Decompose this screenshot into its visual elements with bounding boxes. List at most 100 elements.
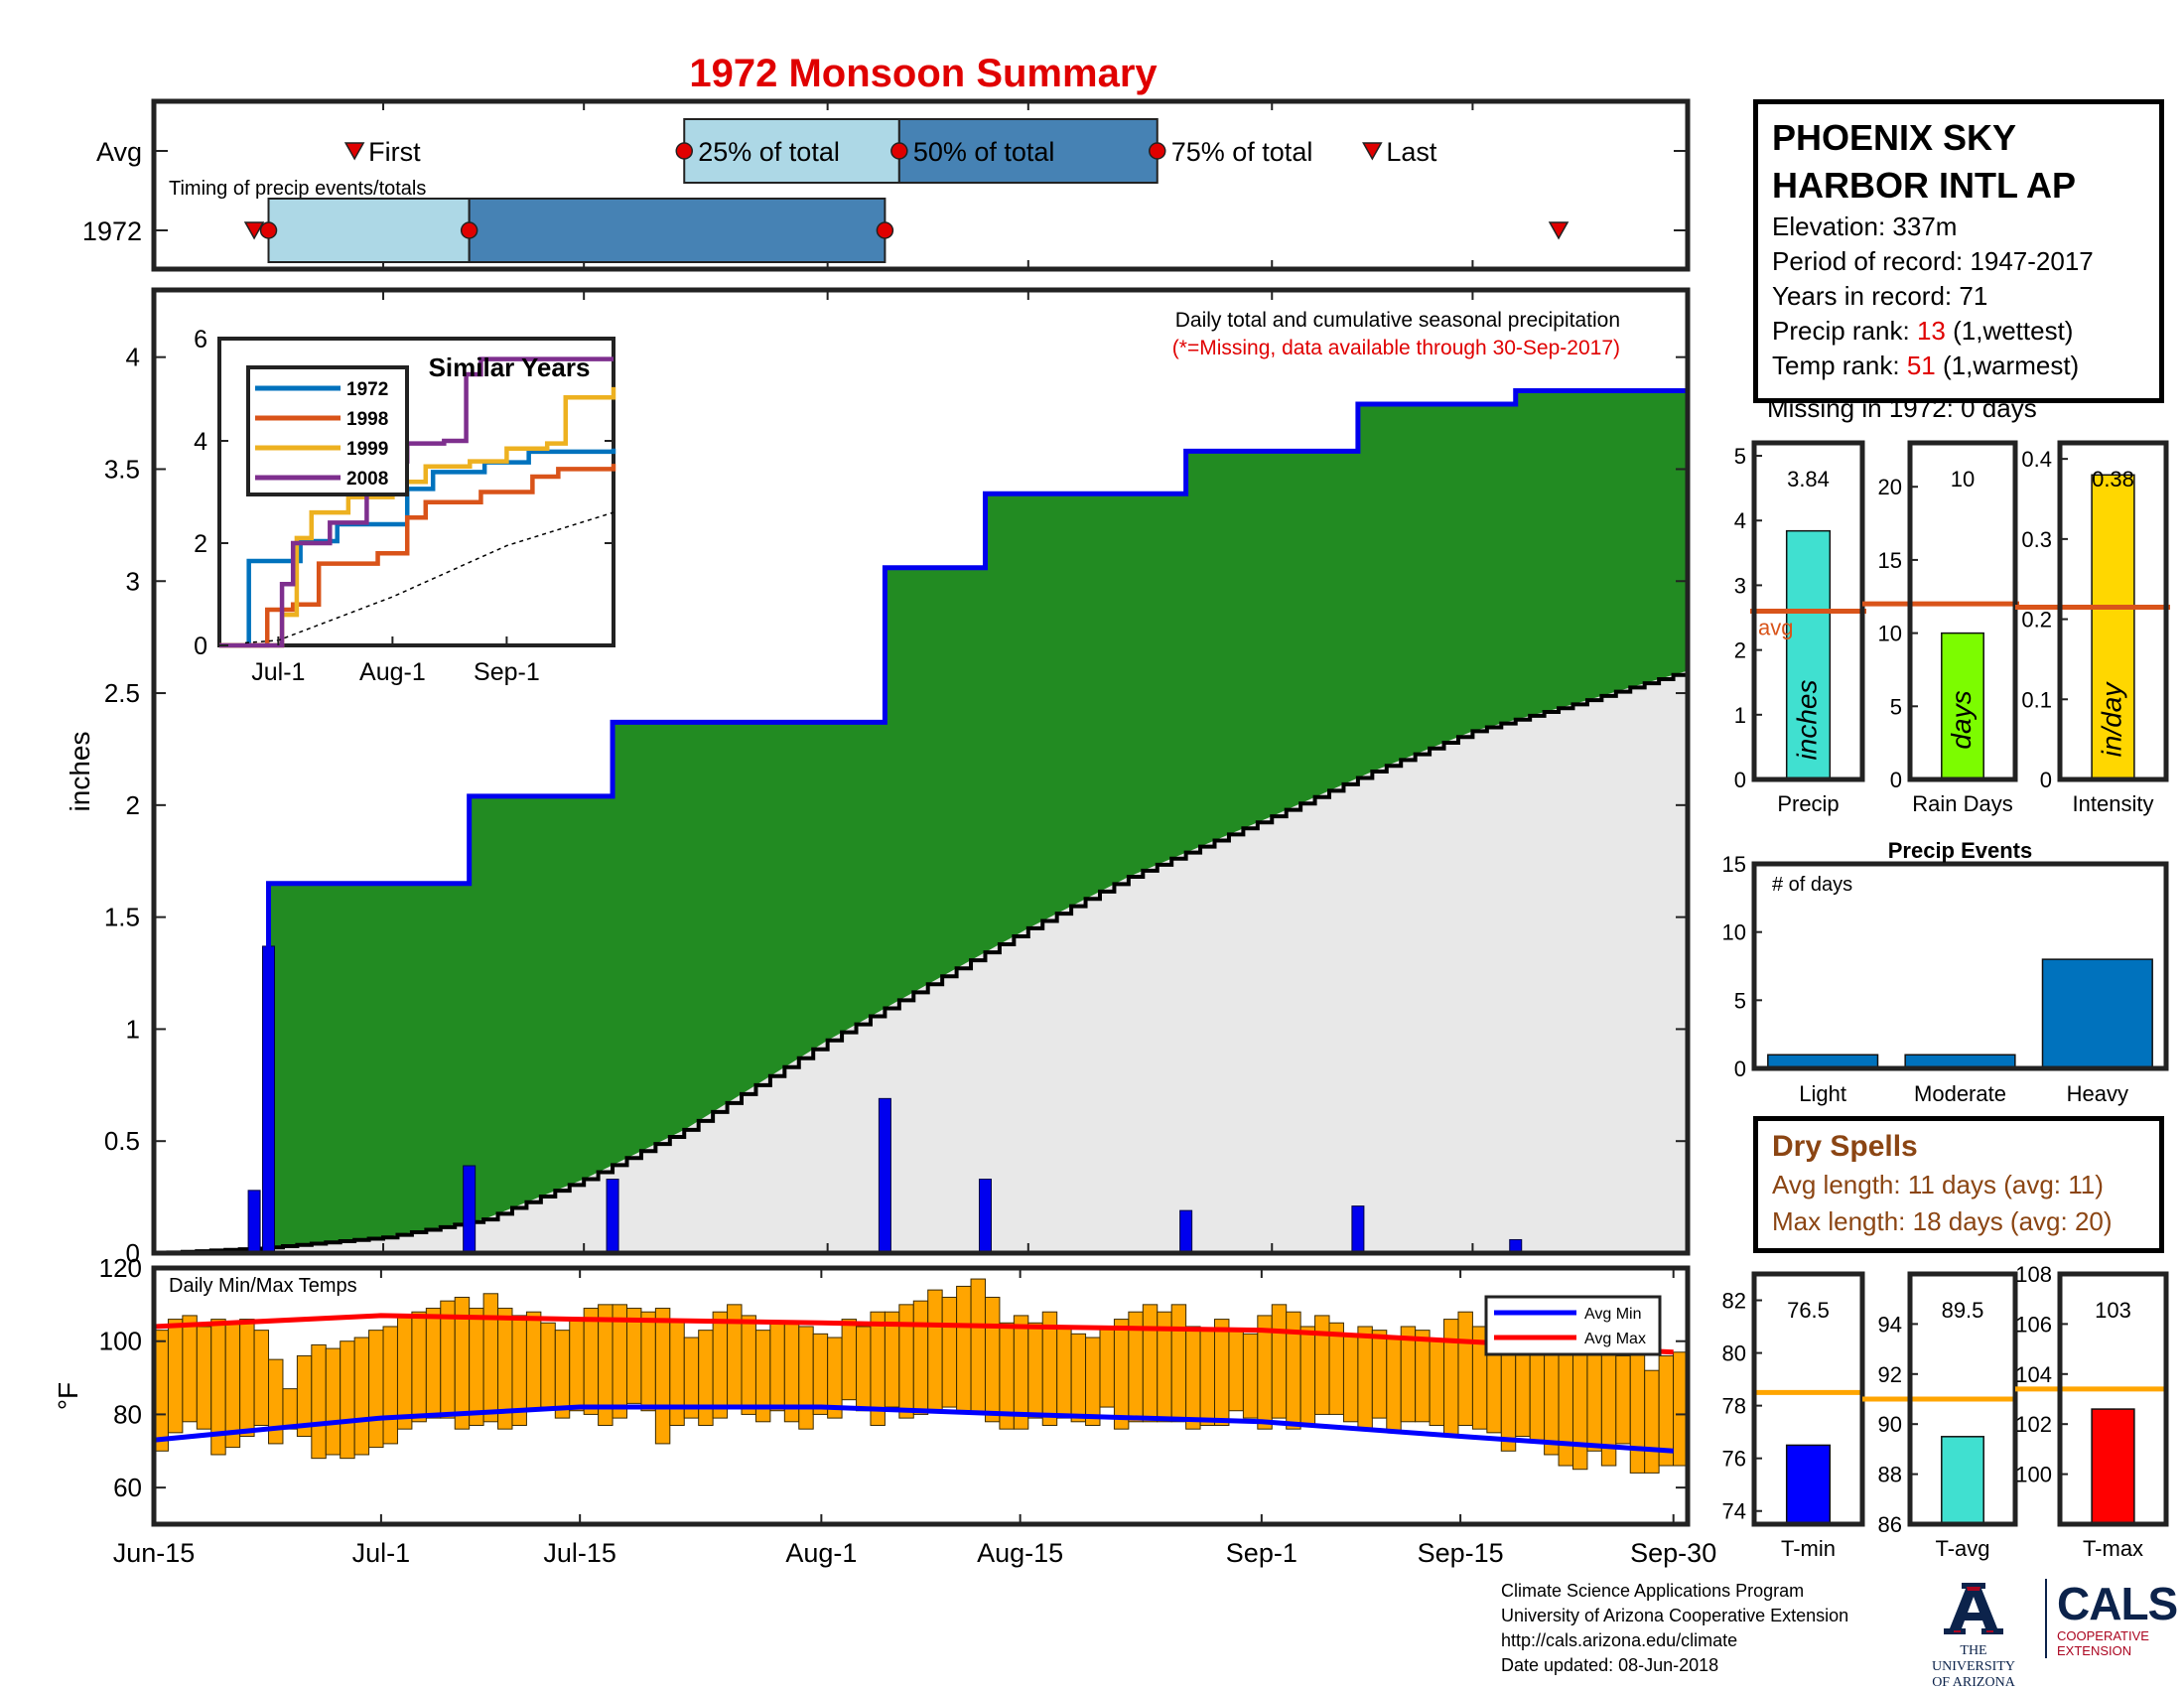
timing-caption: Timing of precip events/totals <box>169 178 426 200</box>
similar-y-tick-label: 2 <box>194 530 207 558</box>
daily-temp-bar <box>640 1311 656 1412</box>
similar-legend-label: 1998 <box>346 409 388 430</box>
avg-min-line <box>153 1404 1674 1454</box>
temps-legend-label: Avg Max <box>1584 1331 1646 1347</box>
station-precip-rank: Precip rank: 13 (1,wettest) <box>1772 314 2145 349</box>
date-x-tick-label: Sep-15 <box>1418 1538 1504 1568</box>
intensity-y-tick-label: 0.4 <box>2021 447 2052 472</box>
temp-rank-note: (1,warmest) <box>1935 351 2080 380</box>
daily-temp-bar <box>1199 1330 1216 1426</box>
dry-spells-avg-length: Avg length: 11 days (avg: 11) <box>1772 1170 2104 1199</box>
avg-25-label: 25% of total <box>698 137 840 167</box>
daily-temp-bar <box>540 1322 556 1408</box>
events-y-tick-label: 5 <box>1734 988 1746 1013</box>
precip-frame <box>151 287 1691 1256</box>
avg-box-50-75 <box>897 118 1159 184</box>
date-x-tick-label: Aug-1 <box>785 1538 857 1568</box>
daily-temp-bar <box>1099 1326 1115 1408</box>
daily-temp-bar <box>927 1289 943 1412</box>
rain_days-bar <box>1941 632 1984 780</box>
tavg-frame <box>1907 1271 2018 1527</box>
intensity-bar <box>2091 474 2135 780</box>
events-y-tick-label: 15 <box>1722 852 1746 877</box>
daily-temp-bar <box>1443 1319 1459 1438</box>
daily-temp-bar <box>1357 1326 1373 1430</box>
footer-line2: University of Arizona Cooperative Extens… <box>1501 1606 1849 1625</box>
average-cumulative-line <box>154 670 1690 1255</box>
daily-temp-bar <box>239 1319 255 1438</box>
date-x-tick-label: Jun-15 <box>113 1538 196 1568</box>
university-of-arizona-logo: THE UNIVERSITY OF ARIZONA <box>1924 1579 2023 1691</box>
precip-chart-title: Daily total and cumulative seasonal prec… <box>1175 309 1620 332</box>
daily-temp-bar <box>1342 1333 1359 1423</box>
dry-spells-title: Dry Spells <box>1772 1130 1918 1163</box>
cumulative-precip-line <box>254 388 1688 1256</box>
tmax-frame <box>2057 1271 2169 1527</box>
intensity-y-tick-label: 0.3 <box>2021 527 2052 552</box>
precip-y-tick-label: 4 <box>126 343 140 372</box>
precip_total-unit-label: inches <box>1792 680 1823 761</box>
tmax-y-tick-label: 102 <box>2015 1412 2052 1437</box>
precip-events-chart: Light Moderate Heavy 0 5 10 15 Precip Events # o… <box>1722 838 2169 1106</box>
tavg-value-label: 89.5 <box>1942 1298 1984 1323</box>
daily-temp-bar <box>525 1311 542 1412</box>
daily-temp-bar <box>1386 1337 1402 1434</box>
tavg-category-label: T-avg <box>1935 1536 1989 1561</box>
daily-temp-bar <box>712 1311 729 1419</box>
avg-first-marker <box>343 142 365 161</box>
daily-temp-bar <box>956 1285 972 1412</box>
precip-rank-value: 13 <box>1916 316 1946 346</box>
daily-temp-bar <box>311 1343 327 1460</box>
daily-temp-bar <box>970 1278 986 1415</box>
footer-line1: Climate Science Applications Program <box>1501 1581 1805 1601</box>
daily-temp-bar <box>167 1319 184 1434</box>
daily-temp-bar <box>1056 1326 1072 1419</box>
temps-chart-title: Daily Min/Max Temps <box>169 1275 357 1297</box>
page-title: 1972 Monsoon Summary <box>689 52 1158 95</box>
daily-temp-bar <box>425 1308 442 1419</box>
daily-temp-bar <box>1085 1337 1101 1426</box>
station-name-line2: HARBOR INTL AP <box>1772 165 2076 206</box>
precip-rank-label: Precip rank: <box>1772 316 1917 346</box>
avg-75-marker <box>1148 142 1166 160</box>
similar-years-title: Similar Years <box>429 352 591 382</box>
precip_total-y-tick-label: 5 <box>1734 444 1746 469</box>
precip_total-y-tick-label: 3 <box>1734 573 1746 598</box>
tavg-y-tick-label: 88 <box>1878 1463 1902 1487</box>
tavg-y-tick-label: 86 <box>1878 1512 1902 1537</box>
avg-last-marker <box>1362 142 1383 161</box>
events-y-tick-label: 0 <box>1734 1057 1746 1081</box>
daily-temp-bar <box>1586 1351 1602 1452</box>
daily-temp-bar <box>1415 1330 1431 1423</box>
station-years: Years in record: 71 <box>1772 281 1988 311</box>
similar-series-line-1999 <box>219 386 616 648</box>
precip-y-tick-label: 1.5 <box>104 903 140 932</box>
daily-temp-bar <box>769 1322 785 1412</box>
similar-y-tick-label: 0 <box>194 633 207 660</box>
precip-y-tick-label: 3.5 <box>104 454 140 484</box>
station-missing-days: Missing in 1972: 0 days <box>1767 393 2037 423</box>
block-a-logo-icon <box>1940 1581 2007 1636</box>
station-info-box: PHOENIX SKY HARBOR INTL AP Elevation: 33… <box>1753 99 2164 403</box>
average-cumulative-area <box>154 670 1688 1253</box>
tmin-bar <box>1785 1444 1832 1525</box>
date-x-tick-label: Jul-1 <box>352 1538 411 1568</box>
rain_days-y-tick-label: 20 <box>1878 475 1902 499</box>
precip-y-tick-label: 1 <box>126 1014 140 1044</box>
temps-y-tick-label: 60 <box>113 1473 142 1502</box>
intensity-unit-label: in/day <box>2097 681 2127 758</box>
intensity-y-tick-label: 0.1 <box>2021 687 2052 712</box>
daily-precip-bar <box>1179 1209 1193 1254</box>
daily-temp-bar <box>382 1326 398 1445</box>
tmax-y-tick-label: 100 <box>2015 1463 2052 1487</box>
precip-y-tick-label: 2 <box>126 790 140 820</box>
daily-temp-bar <box>253 1330 270 1426</box>
intensity-category-label: Intensity <box>2073 791 2154 816</box>
daily-temp-bar <box>1170 1304 1187 1423</box>
precip-y-tick-label: 3 <box>126 566 140 596</box>
intensity-value-label: 0.38 <box>2092 467 2134 492</box>
events-y-tick-label: 10 <box>1722 920 1746 945</box>
daily-temp-bar <box>340 1340 355 1460</box>
